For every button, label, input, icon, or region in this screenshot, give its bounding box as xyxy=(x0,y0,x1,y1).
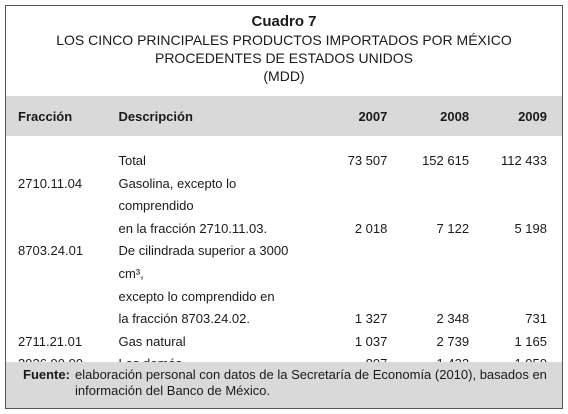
title: Cuadro 7 xyxy=(251,13,317,30)
footer: Fuente: elaboración personal con datos d… xyxy=(6,362,562,408)
header: Cuadro 7 LOS CINCO PRINCIPALES PRODUCTOS… xyxy=(6,6,562,96)
column-header: 2007 xyxy=(313,96,388,136)
table-row: 2711.21.01 Gas natural 1 037 2 739 1 165 xyxy=(6,331,562,354)
column-header: Descripción xyxy=(118,96,314,136)
description-cell: Total xyxy=(118,136,313,173)
value-cell: 7 122 xyxy=(436,220,470,236)
subtitle-line: (MDD) xyxy=(263,68,305,84)
data-table: Fracción Descripción 2007 2008 2009 Total 73 … xyxy=(6,96,562,399)
fraccion-cell xyxy=(6,136,118,173)
value-cell: 2 348 xyxy=(436,311,470,327)
value-cell: 112 433 xyxy=(500,153,547,168)
subtitle: LOS CINCO PRINCIPALES PRODUCTOS IMPORTAD… xyxy=(6,31,562,85)
source-line: elaboración personal con datos de la Sec… xyxy=(75,367,547,382)
subtitle-line: LOS CINCO PRINCIPALES PRODUCTOS IMPORTAD… xyxy=(56,32,512,48)
table-body: Total 73 507 152 615 112 433 2710.11.04 Gasol… xyxy=(6,136,562,399)
description-line: Total xyxy=(118,153,146,168)
value-cell: 5 198 xyxy=(514,220,547,236)
source-text: elaboración personal con datos de la Sec… xyxy=(75,367,547,399)
value-cell: 1 327 xyxy=(354,311,388,327)
subtitle-line: PROCEDENTES DE ESTADOS UNIDOS xyxy=(154,50,413,66)
table-box: Cuadro 7 LOS CINCO PRINCIPALES PRODUCTOS… xyxy=(5,5,563,409)
value-cell: 2 018 xyxy=(354,220,388,236)
description-line: en la fracción 2710.11.03. xyxy=(118,220,268,236)
description-line: Gasolina, excepto lo comprendido xyxy=(118,175,237,214)
description-line: Gas natural xyxy=(118,333,186,349)
description-line: De cilindrada superior a 3000 cm³, xyxy=(118,243,289,281)
source-label: Fuente: xyxy=(23,367,70,382)
value-cell: 1 037 xyxy=(354,333,388,349)
description-cell: Gas natural xyxy=(118,331,313,354)
fraccion-cell: 2710.11.04 xyxy=(18,175,83,191)
value-cell: 73 507 xyxy=(347,153,388,168)
fraccion-cell: 8703.24.01 xyxy=(18,243,84,259)
table-row: Total 73 507 152 615 112 433 xyxy=(6,136,562,173)
description-line: excepto lo comprendido en xyxy=(118,288,275,304)
value-cell: 1 165 xyxy=(514,333,547,349)
header-row: Fracción Descripción 2007 2008 2009 xyxy=(6,96,562,136)
source-line: información del Banco de México. xyxy=(75,383,271,398)
column-header: 2008 xyxy=(387,96,470,136)
column-header: Fracción xyxy=(6,96,119,136)
table-row: 8703.24.01 De cilindrada superior a 3000 … xyxy=(6,240,562,330)
value-cell: 731 xyxy=(525,311,547,327)
fraccion-cell: 2711.21.01 xyxy=(18,333,83,349)
value-cell: 2 739 xyxy=(436,333,470,349)
description-cell: De cilindrada superior a 3000 cm³, except… xyxy=(118,240,313,330)
table-row: 2710.11.04 Gasolina, excepto lo comprendi… xyxy=(6,173,562,241)
value-cell: 152 615 xyxy=(422,153,470,168)
column-header: 2009 xyxy=(469,96,562,136)
description-line: la fracción 8703.24.02. xyxy=(118,311,251,327)
description-cell: Gasolina, excepto lo comprendido en la fr… xyxy=(118,173,313,241)
